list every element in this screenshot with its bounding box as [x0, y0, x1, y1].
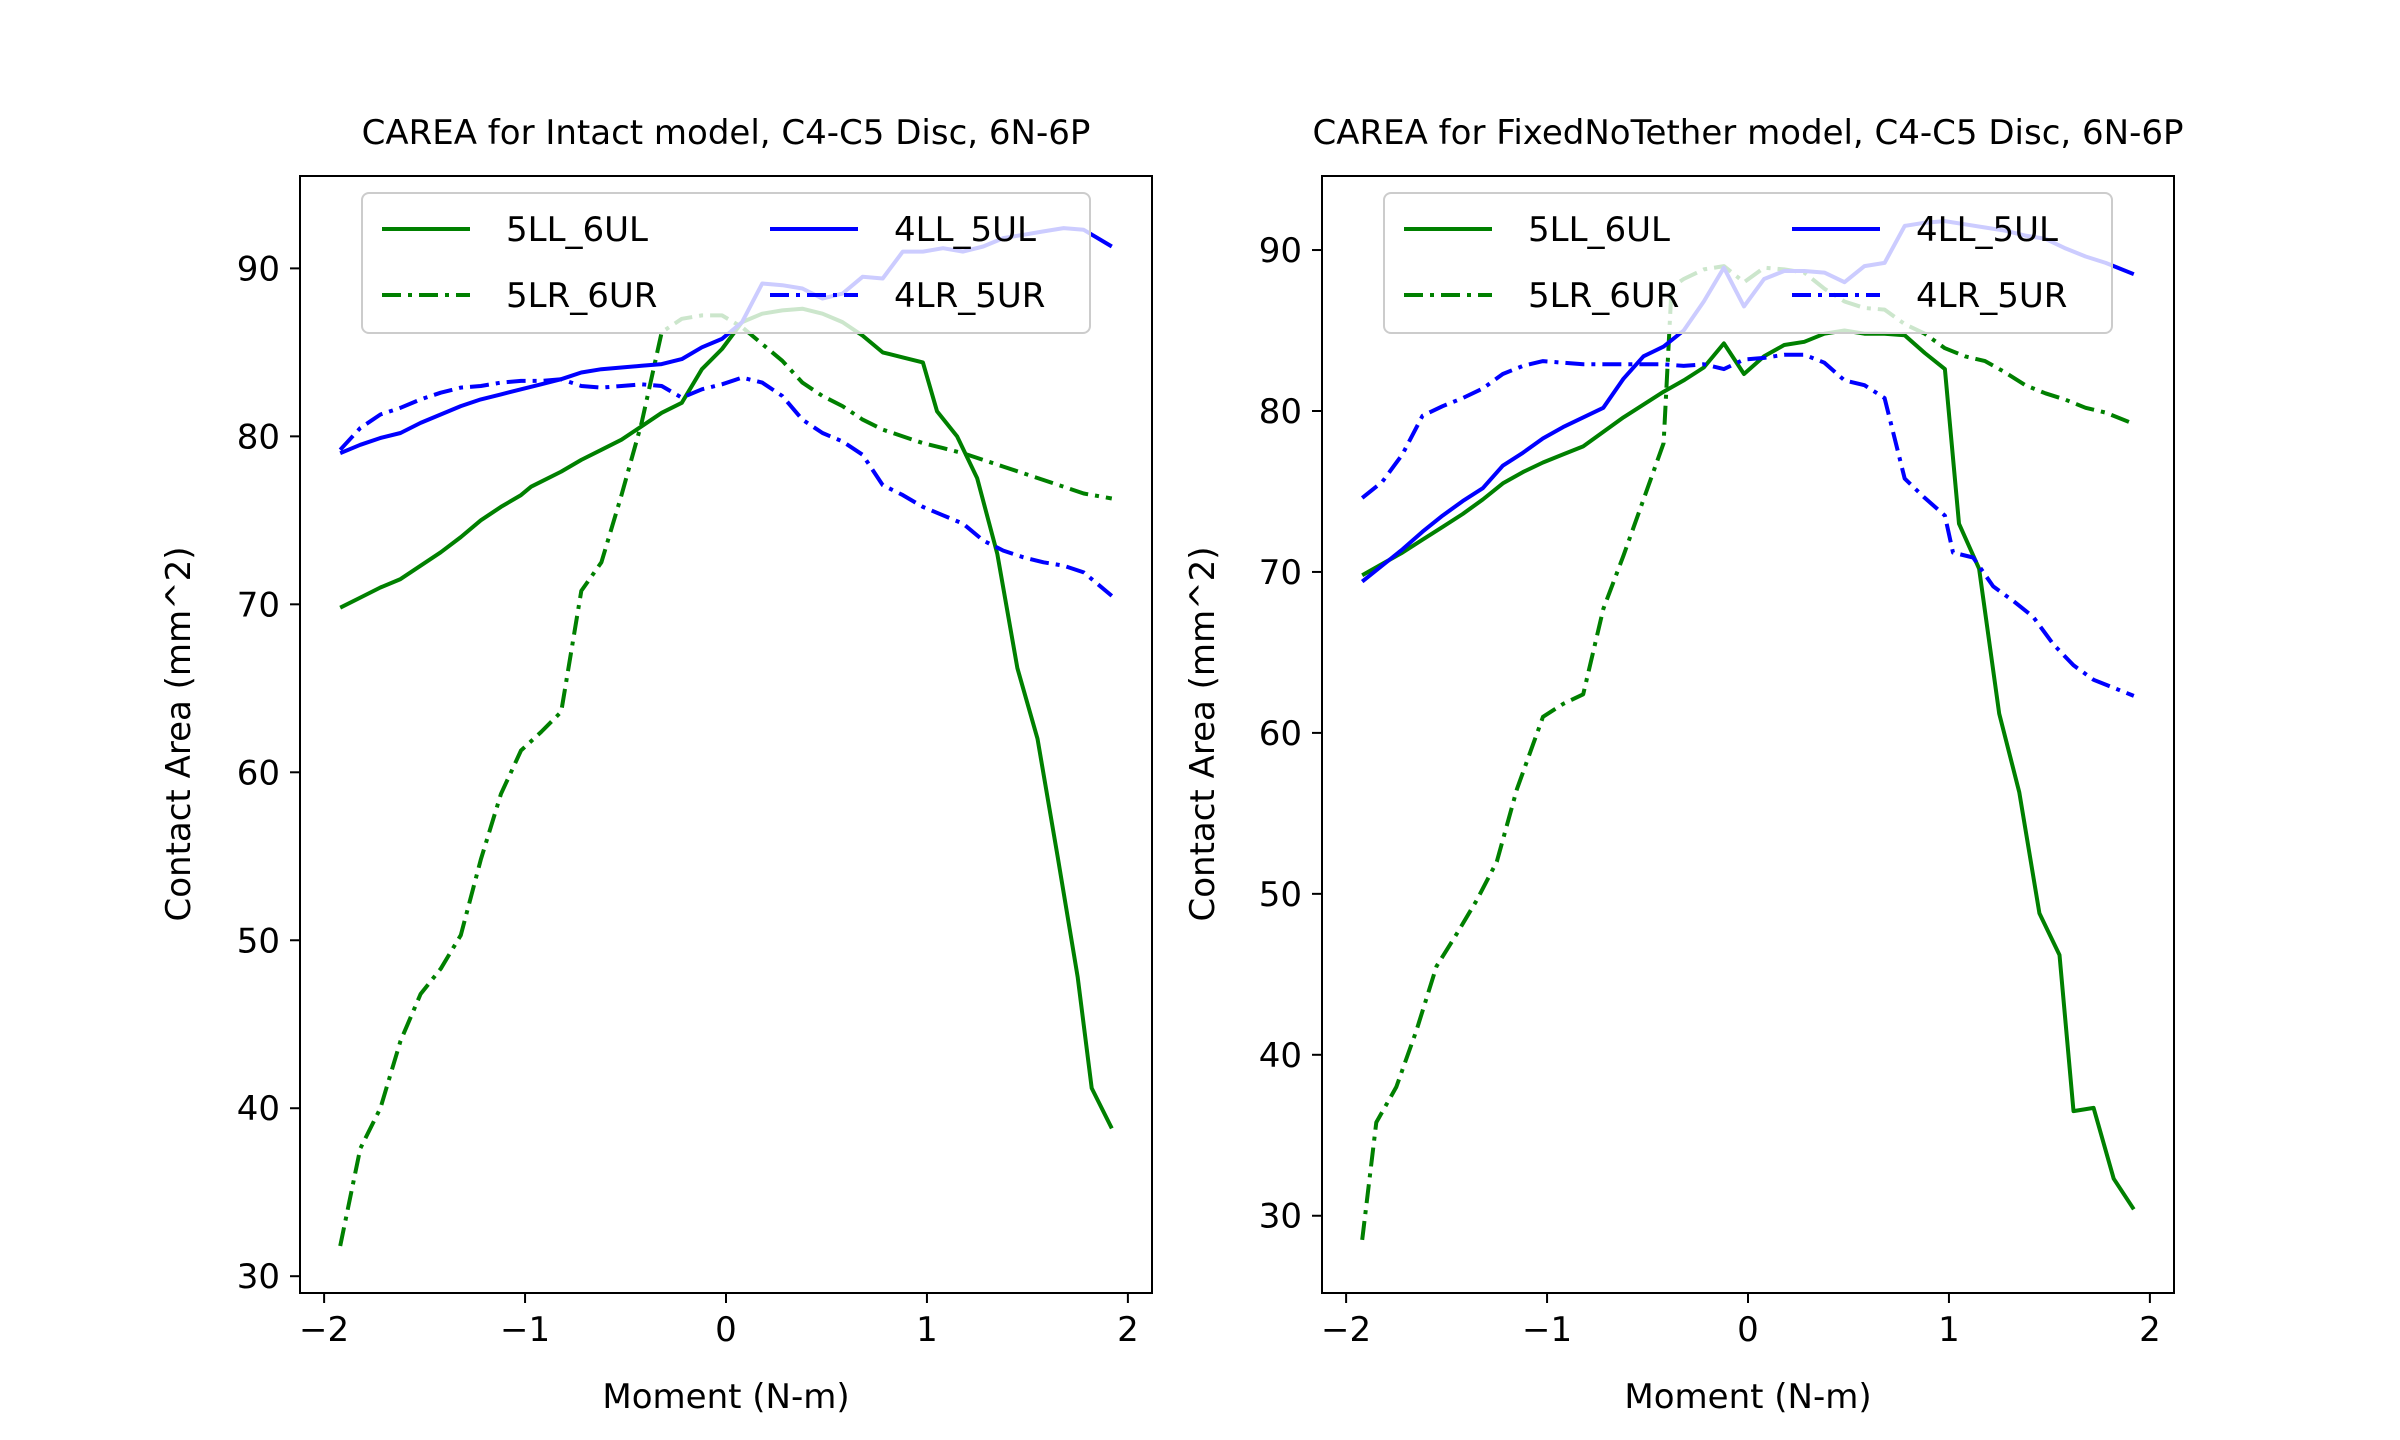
legend-label: 4LR_5UR: [894, 276, 1045, 316]
chart-title: CAREA for FixedNoTether model, C4-C5 Dis…: [1313, 113, 2184, 153]
legend: 5LL_6UL 5LR_6UR 4LL_5UL 4LR_5UR: [1383, 192, 2113, 334]
legend-label: 4LL_5UL: [1916, 210, 2058, 250]
x-axis-label: Moment (N-m): [1624, 1377, 1871, 1417]
y-tick-label: 40: [237, 1089, 280, 1129]
legend-label: 4LR_5UR: [1916, 276, 2067, 316]
y-tick-label: 90: [1259, 231, 1302, 271]
x-tick-label: −1: [500, 1310, 550, 1350]
legend-label: 4LL_5UL: [894, 210, 1036, 250]
x-axis-label: Moment (N-m): [602, 1377, 849, 1417]
axes: −2 −1 0 1 2 30 40 50 60 70 80 90: [1259, 175, 2175, 1350]
legend: 5LL_6UL 5LR_6UR 4LL_5UL 4LR_5UR: [361, 192, 1091, 334]
y-tick-label: 40: [1259, 1036, 1302, 1076]
series-line-4lr-5ur: [1360, 352, 2135, 698]
x-tick-label: 2: [1117, 1310, 1139, 1350]
y-tick-label: 50: [237, 921, 280, 961]
legend-box: [361, 192, 1091, 334]
y-axis-label: Contact Area (mm^2): [1183, 546, 1223, 921]
legend-label: 5LR_6UR: [506, 276, 657, 316]
axes: −2 −1 0 1 2 30 40 50 60 70 80 90: [237, 175, 1153, 1350]
y-tick-label: 50: [1259, 875, 1302, 915]
y-tick-label: 80: [1259, 392, 1302, 432]
x-tick-label: −1: [1522, 1310, 1572, 1350]
legend-label: 5LL_6UL: [1528, 210, 1670, 250]
series-line-4lr-5ur: [338, 375, 1114, 598]
legend-box: [1383, 192, 2113, 334]
series-line-5ll-6ul: [339, 306, 1114, 1130]
y-axis-label: Contact Area (mm^2): [159, 546, 199, 921]
x-tick-label: −2: [299, 1310, 349, 1350]
y-tick-label: 60: [1259, 714, 1302, 754]
series-line-5lr-6ur: [1360, 264, 2135, 1241]
x-tick-label: 1: [1938, 1310, 1960, 1350]
series-line-5ll-6ul: [1361, 328, 2136, 1211]
y-tick-label: 60: [237, 753, 280, 793]
y-tick-label: 70: [237, 585, 280, 625]
chart-title: CAREA for Intact model, C4-C5 Disc, 6N-6…: [362, 113, 1091, 153]
x-tick-label: 1: [916, 1310, 938, 1350]
y-tick-label: 70: [1259, 553, 1302, 593]
legend-label: 5LL_6UL: [506, 210, 648, 250]
x-tick-label: 0: [1737, 1310, 1759, 1350]
y-tick-label: 90: [237, 249, 280, 289]
x-tick-label: −2: [1321, 1310, 1371, 1350]
y-tick-label: 30: [1259, 1197, 1302, 1237]
chart-intact: −2 −1 0 1 2 30 40 50 60 70 80 90 CAREA for Intact m…: [159, 113, 1153, 1417]
legend-label: 5LR_6UR: [1528, 276, 1679, 316]
y-tick-label: 80: [237, 417, 280, 457]
y-tick-label: 30: [237, 1257, 280, 1297]
x-tick-label: 0: [715, 1310, 737, 1350]
x-tick-label: 2: [2139, 1310, 2161, 1350]
chart-fixednotether: −2 −1 0 1 2 30 40 50 60 70 80 90 CAREA for FixedNoT…: [1183, 113, 2183, 1417]
